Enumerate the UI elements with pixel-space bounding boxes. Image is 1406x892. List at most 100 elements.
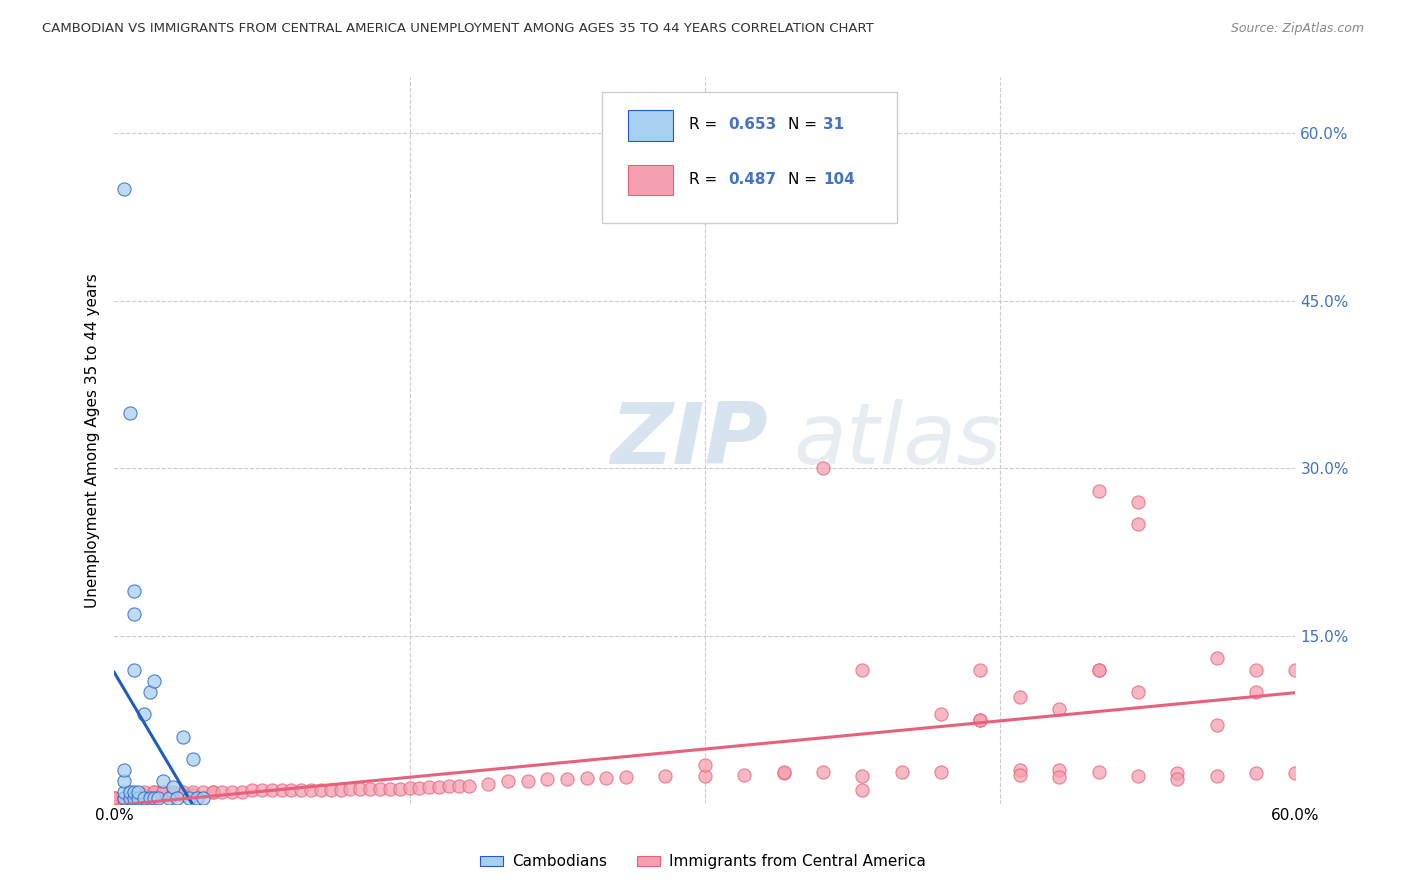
- Point: [211, 785, 233, 799]
- Point: [427, 780, 450, 794]
- Point: [1205, 769, 1227, 783]
- Point: [969, 713, 991, 727]
- Point: [142, 673, 165, 688]
- Point: [654, 769, 676, 783]
- Point: [181, 788, 204, 802]
- Point: [319, 783, 342, 797]
- Point: [733, 767, 755, 781]
- Point: [447, 779, 470, 793]
- Point: [122, 791, 145, 805]
- Point: [127, 785, 149, 799]
- Point: [890, 765, 912, 780]
- Point: [118, 406, 141, 420]
- Point: [118, 791, 141, 805]
- Point: [378, 782, 401, 797]
- Point: [270, 783, 292, 797]
- Point: [1047, 701, 1070, 715]
- Point: [1244, 685, 1267, 699]
- Point: [231, 785, 253, 799]
- Point: [299, 783, 322, 797]
- Point: [112, 763, 135, 777]
- Y-axis label: Unemployment Among Ages 35 to 44 years: Unemployment Among Ages 35 to 44 years: [86, 273, 100, 608]
- Point: [142, 785, 165, 799]
- Point: [1166, 766, 1188, 780]
- Point: [388, 782, 411, 797]
- Point: [138, 791, 160, 805]
- Point: [162, 780, 184, 794]
- Point: [359, 782, 381, 797]
- Point: [1126, 495, 1149, 509]
- Point: [157, 791, 180, 805]
- Text: 104: 104: [823, 171, 855, 186]
- Point: [811, 765, 834, 780]
- Point: [418, 780, 440, 794]
- Point: [368, 782, 391, 797]
- Point: [398, 780, 420, 795]
- Text: Source: ZipAtlas.com: Source: ZipAtlas.com: [1230, 22, 1364, 36]
- Point: [172, 730, 194, 744]
- Point: [1087, 663, 1109, 677]
- Point: [122, 607, 145, 621]
- Point: [811, 461, 834, 475]
- Point: [186, 791, 208, 805]
- Point: [929, 707, 952, 722]
- Point: [112, 785, 135, 799]
- Point: [152, 785, 174, 799]
- Text: 0.653: 0.653: [728, 117, 776, 132]
- Point: [339, 782, 361, 797]
- Point: [1126, 517, 1149, 532]
- Point: [516, 774, 538, 789]
- Point: [112, 774, 135, 789]
- Point: [309, 783, 332, 797]
- Point: [112, 791, 135, 805]
- Point: [496, 774, 519, 789]
- Point: [127, 791, 149, 805]
- Point: [555, 772, 578, 786]
- Text: CAMBODIAN VS IMMIGRANTS FROM CENTRAL AMERICA UNEMPLOYMENT AMONG AGES 35 TO 44 YE: CAMBODIAN VS IMMIGRANTS FROM CENTRAL AME…: [42, 22, 875, 36]
- Point: [1126, 769, 1149, 783]
- Point: [191, 785, 214, 799]
- Point: [250, 783, 273, 797]
- Point: [152, 774, 174, 789]
- Point: [142, 788, 165, 802]
- Point: [693, 769, 716, 783]
- Point: [1008, 763, 1031, 777]
- Point: [595, 771, 617, 785]
- Point: [1205, 651, 1227, 665]
- Point: [132, 791, 155, 805]
- FancyBboxPatch shape: [628, 165, 673, 195]
- Point: [152, 785, 174, 799]
- Point: [142, 785, 165, 799]
- Point: [969, 663, 991, 677]
- Text: N =: N =: [787, 171, 821, 186]
- Point: [280, 783, 302, 797]
- Point: [122, 793, 145, 807]
- Point: [1008, 767, 1031, 781]
- Point: [575, 771, 598, 785]
- Point: [122, 791, 145, 805]
- Point: [969, 713, 991, 727]
- Point: [103, 791, 125, 805]
- Text: atlas: atlas: [793, 399, 1001, 482]
- Point: [1087, 765, 1109, 780]
- Point: [1284, 663, 1306, 677]
- Point: [1166, 772, 1188, 786]
- Point: [929, 765, 952, 780]
- Point: [112, 793, 135, 807]
- Point: [349, 782, 371, 797]
- Point: [112, 791, 135, 805]
- Point: [122, 785, 145, 799]
- Point: [1126, 685, 1149, 699]
- Point: [1047, 770, 1070, 784]
- Point: [103, 791, 125, 805]
- Point: [142, 791, 165, 805]
- Text: N =: N =: [787, 117, 821, 132]
- Point: [181, 785, 204, 799]
- Point: [122, 663, 145, 677]
- Point: [118, 785, 141, 799]
- Point: [851, 769, 873, 783]
- Point: [1205, 718, 1227, 732]
- FancyBboxPatch shape: [602, 92, 897, 223]
- Point: [177, 791, 200, 805]
- Point: [201, 785, 224, 799]
